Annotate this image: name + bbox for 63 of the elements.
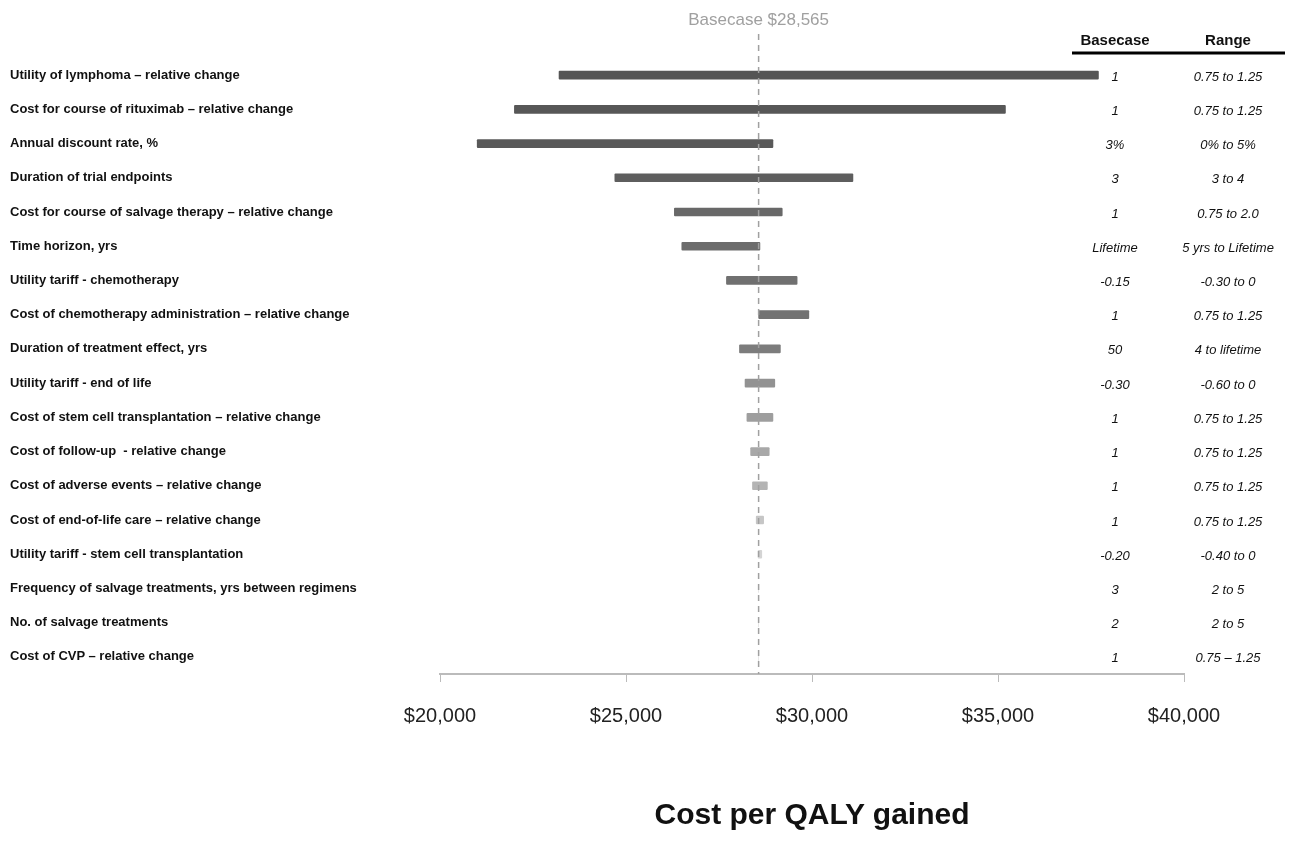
y-tick-label: Cost for course of salvage therapy – relative change — [10, 203, 333, 219]
annotation: Lifetime — [1092, 239, 1138, 255]
text: 0.75 to 2.0 — [1197, 205, 1260, 221]
annotation: 1 — [1111, 410, 1119, 426]
annotation: -0.30 — [1100, 376, 1131, 392]
x-axis-title: Cost per QALY gained — [654, 797, 970, 831]
annotation: 3 — [1111, 582, 1120, 598]
annotation: Basecase — [1080, 31, 1150, 49]
y-tick-label: Time horizon, yrs — [10, 237, 118, 253]
annotation: 5 yrs to Lifetime — [1182, 239, 1274, 255]
text: Range — [1205, 31, 1251, 49]
y-tick-label: Cost of adverse events – relative change — [10, 477, 262, 493]
x-tick-label: $20,000 — [403, 703, 477, 726]
y-tick-label: Duration of treatment effect, yrs — [10, 340, 208, 356]
y-tick-label: Cost of chemotherapy administration – relative change — [10, 306, 350, 322]
y-tick-label: Utility tariff - chemotherapy — [10, 272, 180, 288]
x-tick-label: $40,000 — [1147, 703, 1221, 726]
y-tick-label: Frequency of salvage treatments, yrs between regimens — [10, 580, 357, 596]
text: 0% to 5% — [1200, 137, 1256, 153]
y-tick-label: Cost for course of rituximab – relative change — [10, 100, 294, 116]
y-tick-label: Annual discount rate, % — [10, 135, 159, 151]
annotation: 1 — [1111, 479, 1119, 495]
x-tick-label: $25,000 — [589, 703, 663, 726]
text: 2 to 5 — [1210, 616, 1246, 632]
text: -0.30 to 0 — [1200, 274, 1257, 290]
text: 0.75 – 1.25 — [1195, 650, 1262, 666]
annotation: 3 — [1111, 171, 1120, 187]
text: -0.60 to 0 — [1200, 376, 1257, 392]
text: 0.75 to 1.25 — [1193, 410, 1264, 426]
y-tick-label: Utility tariff - end of life — [10, 374, 152, 390]
annotation: 1 — [1111, 513, 1119, 529]
text: 0.75 to 1.25 — [1193, 102, 1264, 118]
y-tick-label: Duration of trial endpoints — [10, 169, 173, 185]
y-tick-label: Cost of follow-up - relative change — [10, 443, 226, 459]
annotation: -0.15 — [1100, 274, 1131, 290]
text: 0.75 to 1.25 — [1193, 479, 1264, 495]
y-tick-label: Cost of end-of-life care – relative change — [10, 511, 261, 527]
ref-line-label: Basecase $28,565 — [688, 9, 830, 29]
text: -0.40 to 0 — [1200, 547, 1257, 563]
y-tick-label: Cost of stem cell transplantation – relative change — [10, 408, 321, 424]
text: 0.75 to 1.25 — [1193, 445, 1264, 461]
y-tick-label: No. of salvage treatments — [10, 614, 169, 630]
annotation: 1 — [1111, 68, 1119, 84]
text: 0.75 to 1.25 — [1193, 513, 1264, 529]
annotation: -0.20 — [1100, 547, 1131, 563]
annotation: 1 — [1111, 102, 1119, 118]
x-tick-label: $30,000 — [775, 703, 849, 726]
annotation: 1 — [1111, 205, 1119, 221]
text: 0.75 to 1.25 — [1193, 68, 1264, 84]
annotation: 50 — [1107, 342, 1123, 358]
y-tick-label: Utility of lymphoma – relative change — [10, 66, 240, 82]
annotation: 2 — [1110, 616, 1120, 632]
annotation: 1 — [1111, 308, 1119, 324]
annotation: 1 — [1111, 445, 1119, 461]
x-tick-label: $35,000 — [961, 703, 1035, 726]
text: 0.75 to 1.25 — [1193, 308, 1264, 324]
annotation: 3% — [1105, 137, 1125, 153]
text: 3 to 4 — [1211, 171, 1245, 187]
text: 4 to lifetime — [1194, 342, 1262, 358]
annotation: 1 — [1111, 650, 1119, 666]
y-tick-label: Utility tariff - stem cell transplantation — [10, 545, 244, 561]
text: 2 to 5 — [1210, 582, 1246, 598]
y-tick-label: Cost of CVP – relative change — [10, 648, 194, 664]
